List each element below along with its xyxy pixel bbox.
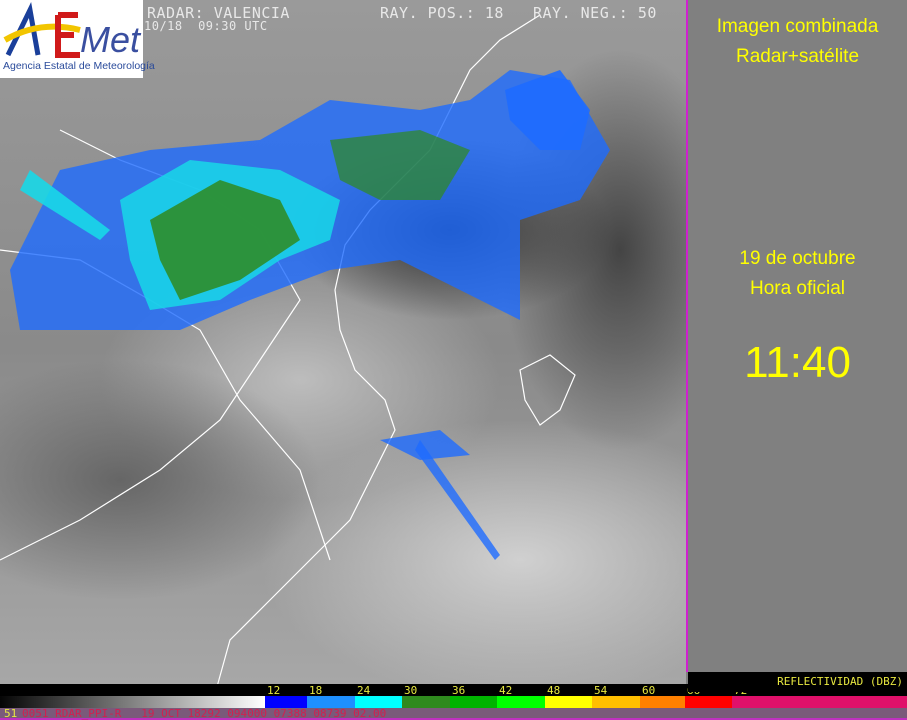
footer-bar: 51 0051 RDAR_PPI-R 19 OCT 18292 094000 0…	[0, 707, 907, 720]
panel-time: 11:40	[744, 338, 851, 387]
legend-tick: 54	[594, 684, 608, 697]
radar-satellite-map: RADAR: VALENCIA RAY. POS.: 18 RAY. NEG.:…	[0, 0, 686, 694]
svg-text:Met: Met	[80, 19, 142, 60]
legend-tick: 48	[547, 684, 561, 697]
color-segment-54	[592, 696, 640, 708]
radar-name: RADAR: VALENCIA	[147, 4, 290, 22]
aemet-logo-mark: Met	[3, 2, 142, 60]
legend-title: REFLECTIVIDAD (DBZ)	[777, 675, 903, 688]
color-segment-42	[497, 696, 545, 708]
color-segment-24	[355, 696, 402, 708]
ray-pos: RAY. POS.: 18	[380, 4, 504, 22]
ray-neg: RAY. NEG.: 50	[533, 4, 657, 22]
info-panel: Imagen combinada Radar+satélite 19 de oc…	[686, 0, 907, 672]
legend-tick: 60	[642, 684, 656, 697]
panel-date: 19 de octubre	[739, 248, 856, 269]
color-segment-30	[402, 696, 450, 708]
color-segment-66	[685, 696, 732, 708]
greyscale-segment	[0, 696, 265, 708]
precipitation-overlay	[0, 14, 610, 694]
footer-code: 51	[4, 707, 18, 720]
color-segment-48	[545, 696, 592, 708]
logo-subtitle: Agencia Estatal de Meteorología	[3, 60, 155, 72]
legend-tick: 42	[499, 684, 513, 697]
scan-datetime: 10/18 09:30 UTC	[144, 19, 268, 33]
color-scale-bar	[0, 696, 907, 708]
radar-echoes	[10, 70, 610, 560]
legend-tick: 30	[404, 684, 418, 697]
legend-title-box: REFLECTIVIDAD (DBZ)	[688, 672, 907, 692]
panel-title-2: Radar+satélite	[735, 46, 860, 67]
panel-time-label: Hora oficial	[749, 278, 846, 299]
legend-tick: 18	[309, 684, 323, 697]
color-segment-36	[450, 696, 497, 708]
color-segment-72	[732, 696, 907, 708]
aemet-logo: Met Agencia Estatal de Meteorología	[0, 0, 155, 78]
legend-tick: 12	[267, 684, 281, 697]
legend-tick: 36	[452, 684, 466, 697]
color-segment-18	[307, 696, 355, 708]
color-segment-12	[265, 696, 307, 708]
footer-text: 0051 RDAR_PPI-R 19 OCT 18292 094000 0738…	[22, 707, 387, 720]
legend-tick: 24	[357, 684, 371, 697]
color-segment-60	[640, 696, 685, 708]
panel-title-1: Imagen combinada	[716, 16, 879, 37]
